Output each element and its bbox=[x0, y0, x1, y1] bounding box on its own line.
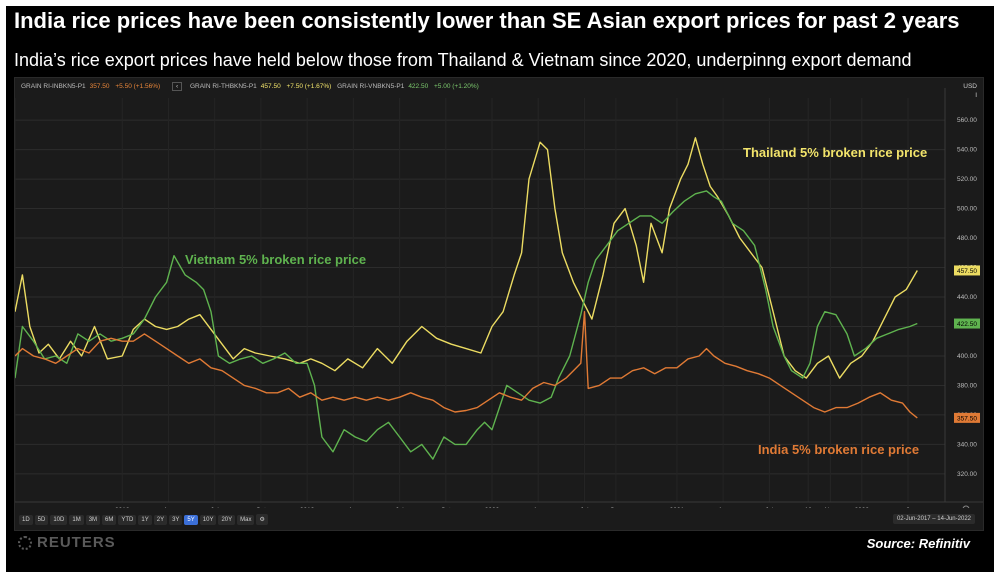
y-tick-label: 340.00 bbox=[957, 441, 977, 448]
y-tick-label: 440.00 bbox=[957, 294, 977, 301]
legend-india-code[interactable]: GRAIN RI-INBKN5-P1 bbox=[21, 83, 86, 90]
source-note: Source: Refinitiv bbox=[866, 536, 970, 551]
currency-sub: I bbox=[975, 92, 977, 99]
last-value-tag-thailand bbox=[954, 265, 980, 276]
currency-selector[interactable]: USD I bbox=[963, 82, 977, 100]
x-tick-label: Oct bbox=[256, 507, 266, 508]
x-axis: Jun 2018 Apr Jul Oct 2019 Apr Jul Oct 2020 Apr Jul S… bbox=[15, 501, 983, 508]
y-tick-label: 540.00 bbox=[957, 147, 977, 154]
y-tick-label: 480.00 bbox=[957, 235, 977, 242]
y-tick-label: 380.00 bbox=[957, 382, 977, 389]
last-value-text-india: 357.50 bbox=[957, 415, 977, 422]
range-button-1d[interactable]: 1D bbox=[19, 515, 33, 525]
last-value-tag-vietnam bbox=[954, 318, 980, 329]
x-tick-label: 2021 bbox=[670, 507, 685, 508]
x-tick-label: 2022 bbox=[855, 507, 870, 508]
range-button-10y[interactable]: 10Y bbox=[199, 515, 217, 525]
legend-india-value: 357.50 bbox=[89, 83, 110, 90]
date-range-picker[interactable]: 02-Jun-2017 – 14-Jun-2022 bbox=[892, 514, 975, 524]
x-tick-label: Nov bbox=[825, 507, 837, 508]
x-tick-label: Jul bbox=[211, 507, 220, 508]
range-button-6m[interactable]: 6M bbox=[102, 515, 117, 525]
last-value-tags: 457.50 422.50 357.50 bbox=[954, 265, 980, 423]
gridlines bbox=[15, 98, 945, 502]
x-tick-label: Jul bbox=[395, 507, 404, 508]
settings-gear-icon[interactable] bbox=[962, 505, 970, 508]
series-label-vietnam: Vietnam 5% broken rice price bbox=[185, 252, 366, 267]
x-tick-label: 3 bbox=[906, 507, 910, 508]
legend-vietnam-change: +5.00 (+1.20%) bbox=[434, 83, 479, 90]
y-tick-label: 400.00 bbox=[957, 353, 977, 360]
x-tick-label: Oct bbox=[441, 507, 451, 508]
legend-thailand-change: +7.50 (+1.67%) bbox=[286, 83, 332, 90]
series-line-thailand bbox=[15, 137, 918, 379]
legend-vietnam-code[interactable]: GRAIN RI-VNBKN5-P1 bbox=[337, 83, 405, 90]
legend-thailand-value: 457.50 bbox=[260, 83, 281, 90]
x-tick-label: 2019 bbox=[300, 507, 315, 508]
reuters-wordmark: REUTERS bbox=[37, 534, 116, 551]
chart-title: India rice prices have been consistently… bbox=[14, 8, 960, 33]
currency-label: USD bbox=[963, 83, 977, 90]
range-button-1y[interactable]: 1Y bbox=[138, 515, 152, 525]
range-toolbar: 1D 5D 10D 1M 3M 6M YTD 1Y 2Y 3Y 5Y 10Y 20Y Max ⚙ bbox=[19, 514, 270, 525]
range-settings-icon[interactable]: ⚙ bbox=[256, 514, 268, 525]
reuters-logo: REUTERS bbox=[18, 534, 116, 551]
range-button-5y[interactable]: 5Y bbox=[184, 515, 198, 525]
y-tick-label: 560.00 bbox=[957, 117, 977, 124]
legend-india-change: +5.50 (+1.56%) bbox=[115, 83, 161, 90]
range-button-ytd[interactable]: YTD bbox=[118, 515, 137, 525]
series-line-india bbox=[15, 311, 918, 419]
x-tick-label: Apr bbox=[533, 507, 544, 508]
range-button-20y[interactable]: 20Y bbox=[218, 515, 236, 525]
range-button-5d[interactable]: 5D bbox=[34, 515, 49, 525]
series-lines bbox=[15, 137, 918, 460]
line-chart: 320.00340.00360.00380.00400.00420.00440.… bbox=[15, 88, 983, 508]
range-button-3m[interactable]: 3M bbox=[85, 515, 101, 525]
last-value-text-thailand: 457.50 bbox=[957, 268, 977, 275]
x-tick-label: Jul bbox=[580, 507, 589, 508]
range-button-3y[interactable]: 3Y bbox=[169, 515, 183, 525]
x-tick-label: 16 bbox=[805, 507, 813, 508]
series-label-thailand: Thailand 5% broken rice price bbox=[743, 145, 927, 160]
range-button-10d[interactable]: 10D bbox=[50, 515, 68, 525]
reuters-dot-icon bbox=[18, 536, 32, 551]
x-tick-label: Jun bbox=[15, 507, 21, 508]
x-tick-label: 2018 bbox=[115, 507, 130, 508]
x-tick-label: Apr bbox=[348, 507, 359, 508]
chart-panel: GRAIN RI-INBKN5-P1 357.50 +5.50 (+1.56%) … bbox=[14, 77, 984, 531]
y-tick-label: 500.00 bbox=[957, 206, 977, 213]
x-tick-label: Apr bbox=[163, 507, 174, 508]
x-tick-label: Apr bbox=[718, 507, 729, 508]
legend-vietnam-value: 422.50 bbox=[408, 83, 429, 90]
series-legend-bar: GRAIN RI-INBKN5-P1 357.50 +5.50 (+1.56%) … bbox=[21, 82, 483, 91]
y-tick-label: 520.00 bbox=[957, 176, 977, 183]
range-button-2y[interactable]: 2Y bbox=[153, 515, 168, 525]
y-tick-label: 320.00 bbox=[957, 471, 977, 478]
legend-thailand-code[interactable]: GRAIN RI-THBKN5-P1 bbox=[189, 83, 257, 90]
series-line-vietnam bbox=[15, 190, 918, 460]
last-value-text-vietnam: 422.50 bbox=[957, 321, 977, 328]
y-axis: 320.00340.00360.00380.00400.00420.00440.… bbox=[944, 88, 977, 502]
chart-subtitle: India’s rice export prices have held bel… bbox=[14, 50, 912, 70]
series-label-india: India 5% broken rice price bbox=[758, 442, 919, 457]
x-tick-label: Sep bbox=[610, 507, 622, 508]
last-value-tag-india bbox=[954, 412, 980, 423]
x-tick-label: 2020 bbox=[485, 507, 500, 508]
legend-collapse-button[interactable]: ‹ bbox=[171, 82, 183, 91]
range-button-1m[interactable]: 1M bbox=[69, 515, 84, 525]
x-tick-label: Jul bbox=[765, 507, 774, 508]
range-button-max[interactable]: Max bbox=[237, 515, 255, 525]
